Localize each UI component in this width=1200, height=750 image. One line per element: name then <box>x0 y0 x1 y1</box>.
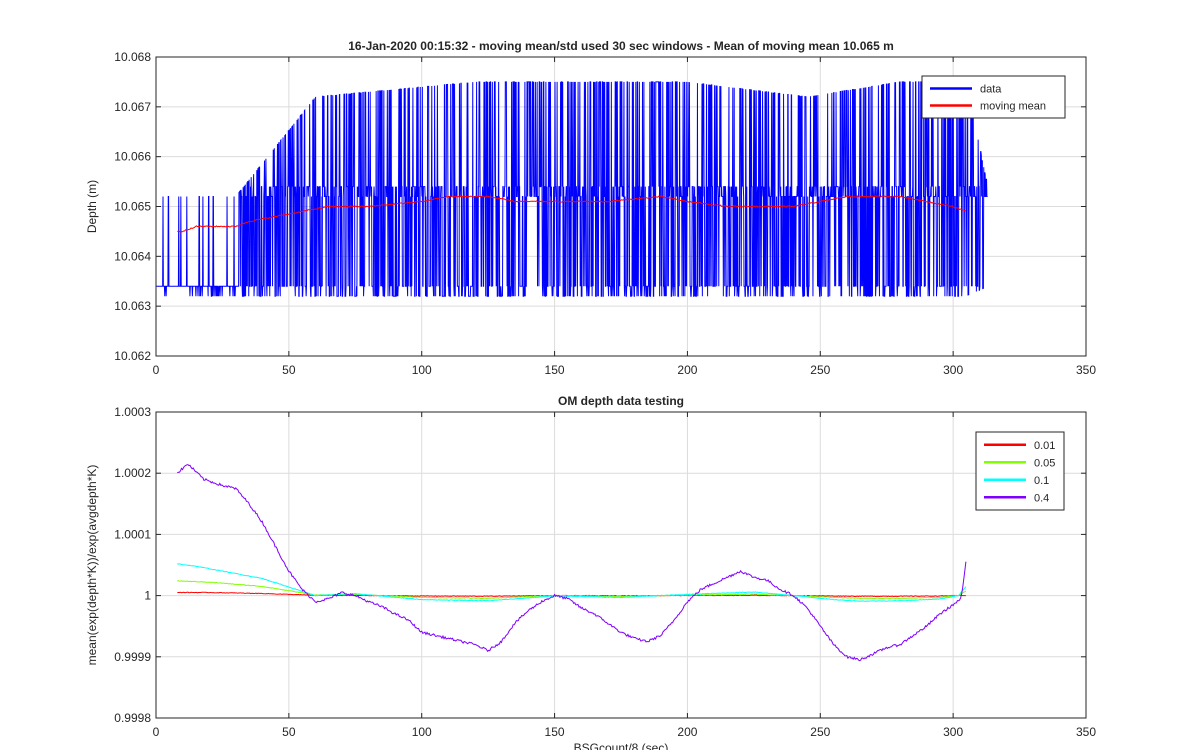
plot-area <box>156 412 1086 718</box>
series-line-moving-mean <box>177 195 966 233</box>
legend-label: moving mean <box>980 101 1046 113</box>
x-tick-label: 50 <box>282 363 296 377</box>
chart-title: 16-Jan-2020 00:15:32 - moving mean/std u… <box>348 39 894 53</box>
legend-label: 0.1 <box>1034 475 1049 487</box>
y-axis-label: mean(exp(depth*K))/exp(avgdepth*K) <box>85 465 99 666</box>
y-tick-label: 10.064 <box>114 249 151 263</box>
legend-box <box>921 75 1066 119</box>
x-tick-label: 0 <box>153 725 160 739</box>
y-tick-label: 1.0002 <box>114 466 151 480</box>
series-line-0-4 <box>177 464 967 662</box>
axes-frame <box>155 411 1087 719</box>
axes-frame <box>155 56 1087 357</box>
legend: data moving mean <box>921 75 1066 119</box>
x-tick-label: 350 <box>1076 363 1096 377</box>
legend: 0.01 0.05 0.1 0.4 <box>975 431 1065 511</box>
plot-lines <box>156 81 988 297</box>
y-tick-label: 10.068 <box>114 50 151 64</box>
y-tick-label: 10.067 <box>114 100 151 114</box>
x-tick-label: 50 <box>282 725 296 739</box>
y-tick-label: 10.065 <box>114 200 151 214</box>
x-tick-label: 200 <box>677 363 697 377</box>
y-tick-label: 0.9999 <box>114 650 151 664</box>
y-tick-label: 10.063 <box>114 299 151 313</box>
y-tick-label: 1.0001 <box>114 527 151 541</box>
chart-title: OM depth data testing <box>558 394 684 408</box>
x-tick-label: 150 <box>545 725 565 739</box>
legend-label: data <box>980 84 1002 96</box>
y-tick-label: 10.062 <box>114 349 151 363</box>
legend-label: 0.01 <box>1034 440 1055 452</box>
plot-lines <box>177 464 967 662</box>
x-tick-label: 100 <box>412 363 432 377</box>
axes-2: 0 50 100 150 200 250 300 350 0.9998 0.9999 1 1.0001… <box>85 394 1096 750</box>
x-tick-label: 150 <box>545 363 565 377</box>
x-tick-label: 100 <box>412 725 432 739</box>
axes-1: 0 50 100 150 200 250 300 350 10.062 10.063 10.064 1… <box>85 39 1096 377</box>
y-axis-label: Depth (m) <box>85 180 99 233</box>
y-tick-label: 1 <box>144 589 151 603</box>
legend-label: 0.4 <box>1034 492 1049 504</box>
y-tick-label: 0.9998 <box>114 711 151 725</box>
x-tick-label: 350 <box>1076 725 1096 739</box>
x-tick-label: 0 <box>153 363 160 377</box>
legend-label: 0.05 <box>1034 457 1055 469</box>
x-tick-label: 300 <box>943 363 963 377</box>
y-tick-label: 10.066 <box>114 150 151 164</box>
x-tick-label: 300 <box>943 725 963 739</box>
x-axis-label: BSGcount/8 (sec) <box>574 741 669 750</box>
series-line-0-1 <box>177 563 967 602</box>
x-tick-label: 200 <box>677 725 697 739</box>
y-tick-label: 1.0003 <box>114 405 151 419</box>
x-tick-label: 250 <box>810 725 830 739</box>
x-tick-label: 250 <box>810 363 830 377</box>
